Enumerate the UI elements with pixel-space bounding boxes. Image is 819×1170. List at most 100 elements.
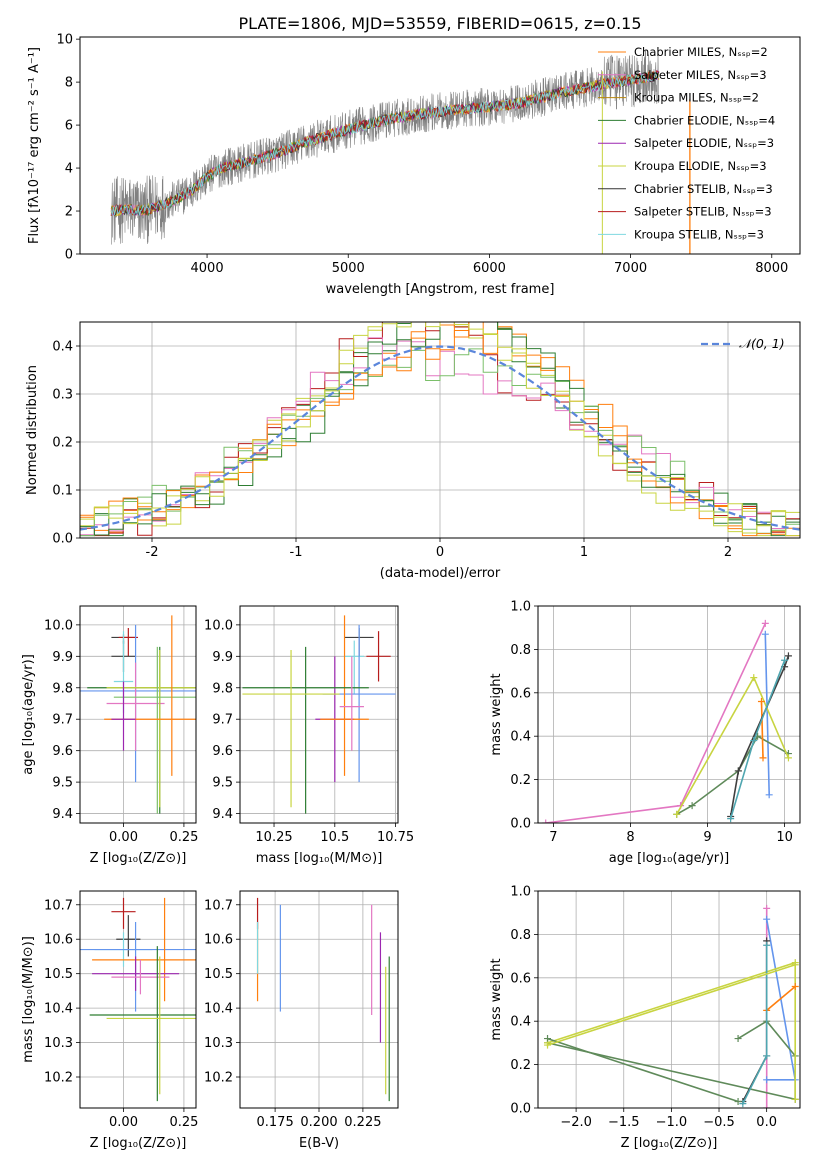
chart-mass_vs_ebv: 0.175 0.200 0.225 10.2 10.3 10.4 10.5 10.6 10.7 E…	[204, 890, 399, 1151]
y-tick-label: 2	[65, 205, 73, 220]
y-tick-label: 9.7	[52, 713, 73, 728]
plot-area-weight_vs_Z	[538, 891, 800, 1108]
histogram-series	[80, 322, 800, 537]
plus-marker	[542, 819, 550, 823]
y-tick-label: 0.0	[510, 817, 531, 832]
histogram-series	[80, 322, 800, 537]
y-tick-label: 0.2	[510, 1058, 531, 1073]
plot-area-weight_vs_age	[538, 606, 800, 823]
plus-marker	[688, 802, 696, 810]
legend-label: 𝒩(0, 1)	[739, 336, 785, 351]
y-tick-label: 0.2	[510, 773, 531, 788]
chart-weight_vs_age: 7 8 9 10 0.0 0.2 0.4 0.6 0.8 1.0 age [log₁₀(age/yr…	[489, 600, 801, 866]
y-tick-label: 0.8	[510, 928, 531, 943]
x-tick-label: −1.0	[656, 1115, 688, 1130]
chart-mass_vs_Z: 0.00 0.25 10.2 10.3 10.4 10.5 10.6 10.7 Z [log₁₀…	[21, 890, 198, 1151]
plus-marker	[734, 767, 742, 775]
plot-area-mass_vs_ebv	[240, 891, 398, 1108]
axes-frame	[79, 321, 801, 539]
x-tick-label: -2	[146, 545, 159, 560]
x-tick-label: 7	[549, 830, 557, 845]
legend-label: Salpeter MILES, Nₛₛₚ=3	[634, 68, 767, 82]
y-tick-label: 10.4	[44, 1002, 73, 1017]
y-tick-label: 0.6	[510, 686, 531, 701]
legend-label: Kroupa STELIB, Nₛₛₚ=3	[634, 227, 764, 241]
error-bar-point	[322, 624, 396, 783]
y-tick-label: 10.0	[44, 618, 73, 633]
y-axis-label: mass weight	[489, 673, 504, 755]
plus-marker	[757, 697, 765, 705]
y-axis-label: age [log₁₀(age/yr)]	[21, 654, 36, 775]
axes-frame	[239, 605, 399, 824]
y-tick-label: 0	[65, 248, 73, 263]
plus-marker	[673, 810, 681, 818]
y-tick-label: 0.3	[52, 388, 73, 403]
y-tick-label: 8	[65, 76, 73, 91]
y-tick-label: 9.5	[212, 776, 233, 791]
normal-curve	[80, 345, 800, 531]
y-tick-label: 0.8	[510, 643, 531, 658]
plus-marker	[781, 656, 789, 664]
plus-marker	[761, 630, 769, 638]
x-tick-label: 0.25	[169, 830, 198, 845]
error-bar-point	[344, 640, 364, 695]
weight-line	[545, 623, 767, 823]
y-tick-label: 4	[65, 162, 73, 177]
chart-spectrum: 4000 5000 6000 7000 8000 0 2 4 6 8 10 wavelength [A…	[27, 33, 801, 297]
y-tick-label: 1.0	[510, 885, 531, 900]
error-bar-point	[92, 956, 180, 991]
x-tick-label: 0.00	[109, 830, 138, 845]
x-tick-label: −0.5	[703, 1115, 735, 1130]
y-tick-label: 0.1	[52, 484, 73, 499]
y-tick-label: 9.9	[52, 650, 73, 665]
y-tick-label: 10.6	[44, 933, 73, 948]
error-bar-point	[113, 646, 196, 814]
axes-frame	[79, 36, 801, 255]
x-axis-label: E(B-V)	[299, 1136, 339, 1151]
y-tick-label: 0.0	[510, 1102, 531, 1117]
error-bar-point	[106, 662, 165, 751]
error-bar-point	[111, 897, 136, 929]
weight-line	[742, 945, 768, 1105]
plus-marker	[763, 941, 771, 949]
error-bar-point	[111, 681, 136, 751]
plus-marker	[765, 791, 773, 799]
plus-marker	[544, 1041, 552, 1049]
y-tick-label: 9.4	[212, 807, 233, 822]
y-tick-label: 9.9	[212, 650, 233, 665]
plus-marker	[544, 1035, 552, 1043]
plus-marker	[784, 652, 792, 660]
legend-label: Salpeter STELIB, Nₛₛₚ=3	[634, 205, 772, 219]
axes-frame	[537, 605, 801, 824]
legend-label: Chabrier STELIB, Nₛₛₚ=3	[634, 182, 773, 196]
error-bar-point	[320, 615, 369, 776]
y-tick-label: 6	[65, 119, 73, 134]
plus-marker	[761, 619, 769, 627]
y-tick-label: 0.6	[510, 971, 531, 986]
x-axis-label: (data-model)/error	[380, 566, 501, 581]
x-axis-label: Z [log₁₀(Z/Z⊙)]	[90, 851, 187, 866]
plus-marker	[763, 1052, 771, 1060]
x-tick-label: 10	[776, 830, 793, 845]
x-axis-label: age [log₁₀(age/yr)]	[609, 851, 730, 866]
x-tick-label: 0.0	[756, 1115, 777, 1130]
error-bar-point	[242, 646, 369, 814]
y-tick-label: 9.6	[52, 744, 73, 759]
legend-label: Salpeter ELODIE, Nₛₛₚ=3	[634, 136, 774, 150]
x-tick-label: 10.5	[320, 830, 349, 845]
x-axis-label: wavelength [Angstrom, rest frame]	[326, 282, 555, 297]
error-bar-point	[106, 956, 196, 1095]
plus-marker	[759, 754, 767, 762]
error-bar-point	[242, 650, 340, 808]
x-tick-label: 0.00	[109, 1115, 138, 1130]
x-tick-label: 9	[703, 830, 711, 845]
x-tick-label: 2	[724, 545, 732, 560]
x-axis-label: mass [log₁₀(M/M⊙)]	[256, 851, 383, 866]
x-tick-label: 8	[626, 830, 634, 845]
weight-line	[676, 675, 790, 815]
y-tick-label: 0.4	[510, 730, 531, 745]
plus-marker	[763, 1104, 771, 1108]
y-axis-label: mass [log₁₀(M/M⊙)]	[21, 936, 36, 1063]
y-tick-label: 10	[56, 33, 73, 48]
